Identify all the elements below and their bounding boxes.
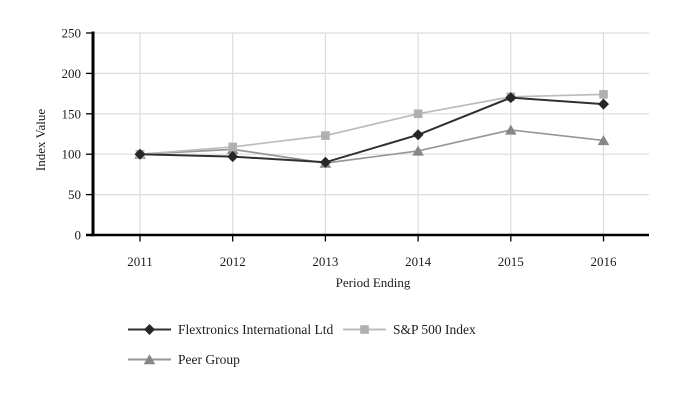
marker-diamond	[227, 151, 239, 163]
y-tick-label: 100	[62, 147, 82, 162]
y-tick-label: 50	[68, 187, 81, 202]
gridlines	[93, 32, 649, 235]
marker-square	[321, 131, 330, 140]
y-axis-title: Index Value	[33, 109, 48, 171]
x-axis-title: Period Ending	[336, 275, 411, 290]
series-line-peer-group	[139, 129, 604, 164]
legend-label: Flextronics International Ltd	[178, 322, 333, 337]
y-tick-label: 200	[62, 66, 82, 81]
marker-diamond	[412, 129, 424, 141]
y-tick-label: 250	[62, 26, 82, 41]
marker-triangle	[143, 354, 156, 365]
legend-item-flextronics-international-ltd: Flextronics International Ltd	[128, 322, 333, 337]
marker-triangle	[597, 135, 610, 146]
x-tick-label: 2011	[127, 254, 153, 269]
x-tick-label: 2013	[312, 254, 338, 269]
marker-square	[413, 109, 423, 119]
marker-triangle	[505, 124, 517, 135]
x-tick-label: 2012	[220, 254, 246, 269]
legend: Flextronics International Ltd S&P 500 Ind…	[128, 322, 476, 367]
marker-square	[228, 142, 237, 152]
series-flextronics-international-ltd	[134, 92, 609, 168]
marker-diamond	[144, 324, 155, 335]
marker-diamond	[134, 148, 146, 160]
marker-diamond	[598, 98, 609, 110]
plot-series	[134, 90, 610, 168]
series-peer-group	[134, 124, 610, 168]
marker-square	[360, 325, 369, 334]
marker-square	[599, 90, 608, 99]
legend-item-peer-group: Peer Group	[128, 352, 240, 367]
y-tick-label: 0	[75, 228, 82, 243]
series-line-s-p-500-index	[139, 93, 604, 156]
marker-diamond	[505, 92, 517, 104]
axis-labels: Index Value Period Ending	[33, 109, 411, 290]
x-tick-label: 2016	[591, 254, 618, 269]
series-line-flextronics-international-ltd	[139, 96, 604, 164]
x-tick-label: 2014	[405, 254, 432, 269]
legend-label: S&P 500 Index	[393, 322, 476, 337]
x-tick-label: 2015	[498, 254, 524, 269]
legend-item-s-p-500-index: S&P 500 Index	[343, 322, 476, 337]
marker-diamond	[319, 156, 331, 168]
legend-label: Peer Group	[178, 352, 240, 367]
axes: 0 50 100 150 200 250 2011 2012 2013 2014 2015 2016	[62, 26, 649, 269]
marker-triangle	[412, 145, 424, 156]
y-tick-label: 150	[62, 106, 82, 121]
